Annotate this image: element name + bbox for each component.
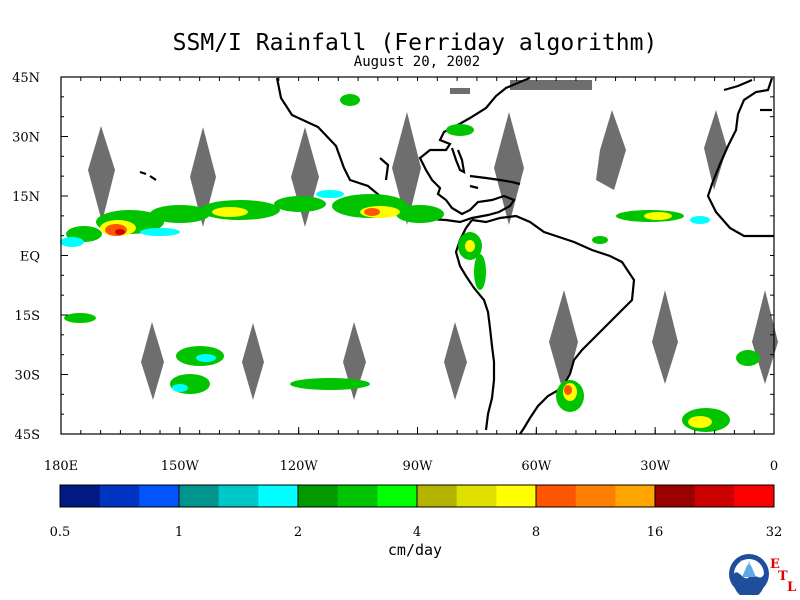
logo-letter-e: E: [770, 557, 780, 572]
lat-label: 30S: [15, 369, 40, 384]
colorbar-swatch: [575, 485, 616, 507]
lon-label: 90W: [403, 459, 434, 474]
latitude-axis: 45N 30N 15N EQ 15S 30S 45S: [12, 71, 774, 443]
colorbar-swatch: [218, 485, 259, 507]
colorbar-label: 16: [647, 525, 664, 540]
colorbar-swatch: [734, 485, 775, 507]
colorbar-swatch: [496, 485, 537, 507]
colorbar-swatch: [615, 485, 656, 507]
lat-label: 30N: [12, 131, 40, 146]
colorbar: 0.5 1 2 4 8 16 32: [50, 484, 783, 540]
lon-label: 60W: [521, 459, 552, 474]
colorbar-label: 1: [175, 525, 183, 540]
colorbar-swatch: [298, 485, 339, 507]
logo-letter-l: L: [787, 580, 797, 595]
colorbar-swatch: [417, 485, 458, 507]
lat-label: 45N: [12, 71, 40, 86]
data-gap-swaths: [88, 80, 778, 400]
lon-label: 120W: [280, 459, 319, 474]
colorbar-swatch: [655, 485, 696, 507]
colorbar-swatch: [456, 485, 497, 507]
colorbar-swatch: [258, 485, 299, 507]
lat-label: 15N: [12, 190, 40, 205]
logo-letter-t: T: [778, 569, 788, 584]
map-date: August 20, 2002: [353, 54, 481, 70]
lat-label: 45S: [15, 428, 40, 443]
svg-text:NOAA: NOAA: [740, 560, 758, 567]
colorbar-label: 2: [294, 525, 302, 540]
rain-patches: [60, 94, 760, 432]
colorbar-label: 8: [532, 525, 540, 540]
map-plot-area: [60, 76, 778, 435]
colorbar-label: 4: [413, 525, 421, 540]
lon-label: 180E: [44, 459, 78, 474]
colorbar-swatch: [377, 485, 418, 507]
lon-label: 150W: [161, 459, 200, 474]
lon-label: 0: [770, 459, 778, 474]
lat-label: 15S: [15, 309, 40, 324]
colorbar-swatch: [337, 485, 378, 507]
noaa-logo: NOAA: [729, 554, 769, 595]
colorbar-swatch: [694, 485, 735, 507]
colorbar-swatch: [536, 485, 577, 507]
colorbar-unit: cm/day: [387, 541, 443, 559]
colorbar-label: 0.5: [50, 525, 71, 540]
map-title: SSM/I Rainfall (Ferriday algorithm): [172, 30, 658, 56]
longitude-axis: 180E 150W 120W 90W 60W 30W 0: [44, 77, 778, 474]
colorbar-swatch: [139, 485, 180, 507]
lat-label: EQ: [20, 250, 40, 265]
lon-label: 30W: [640, 459, 671, 474]
colorbar-swatch: [99, 485, 140, 507]
colorbar-swatch: [179, 485, 220, 507]
colorbar-swatch: [60, 485, 101, 507]
colorbar-label: 32: [766, 525, 783, 540]
